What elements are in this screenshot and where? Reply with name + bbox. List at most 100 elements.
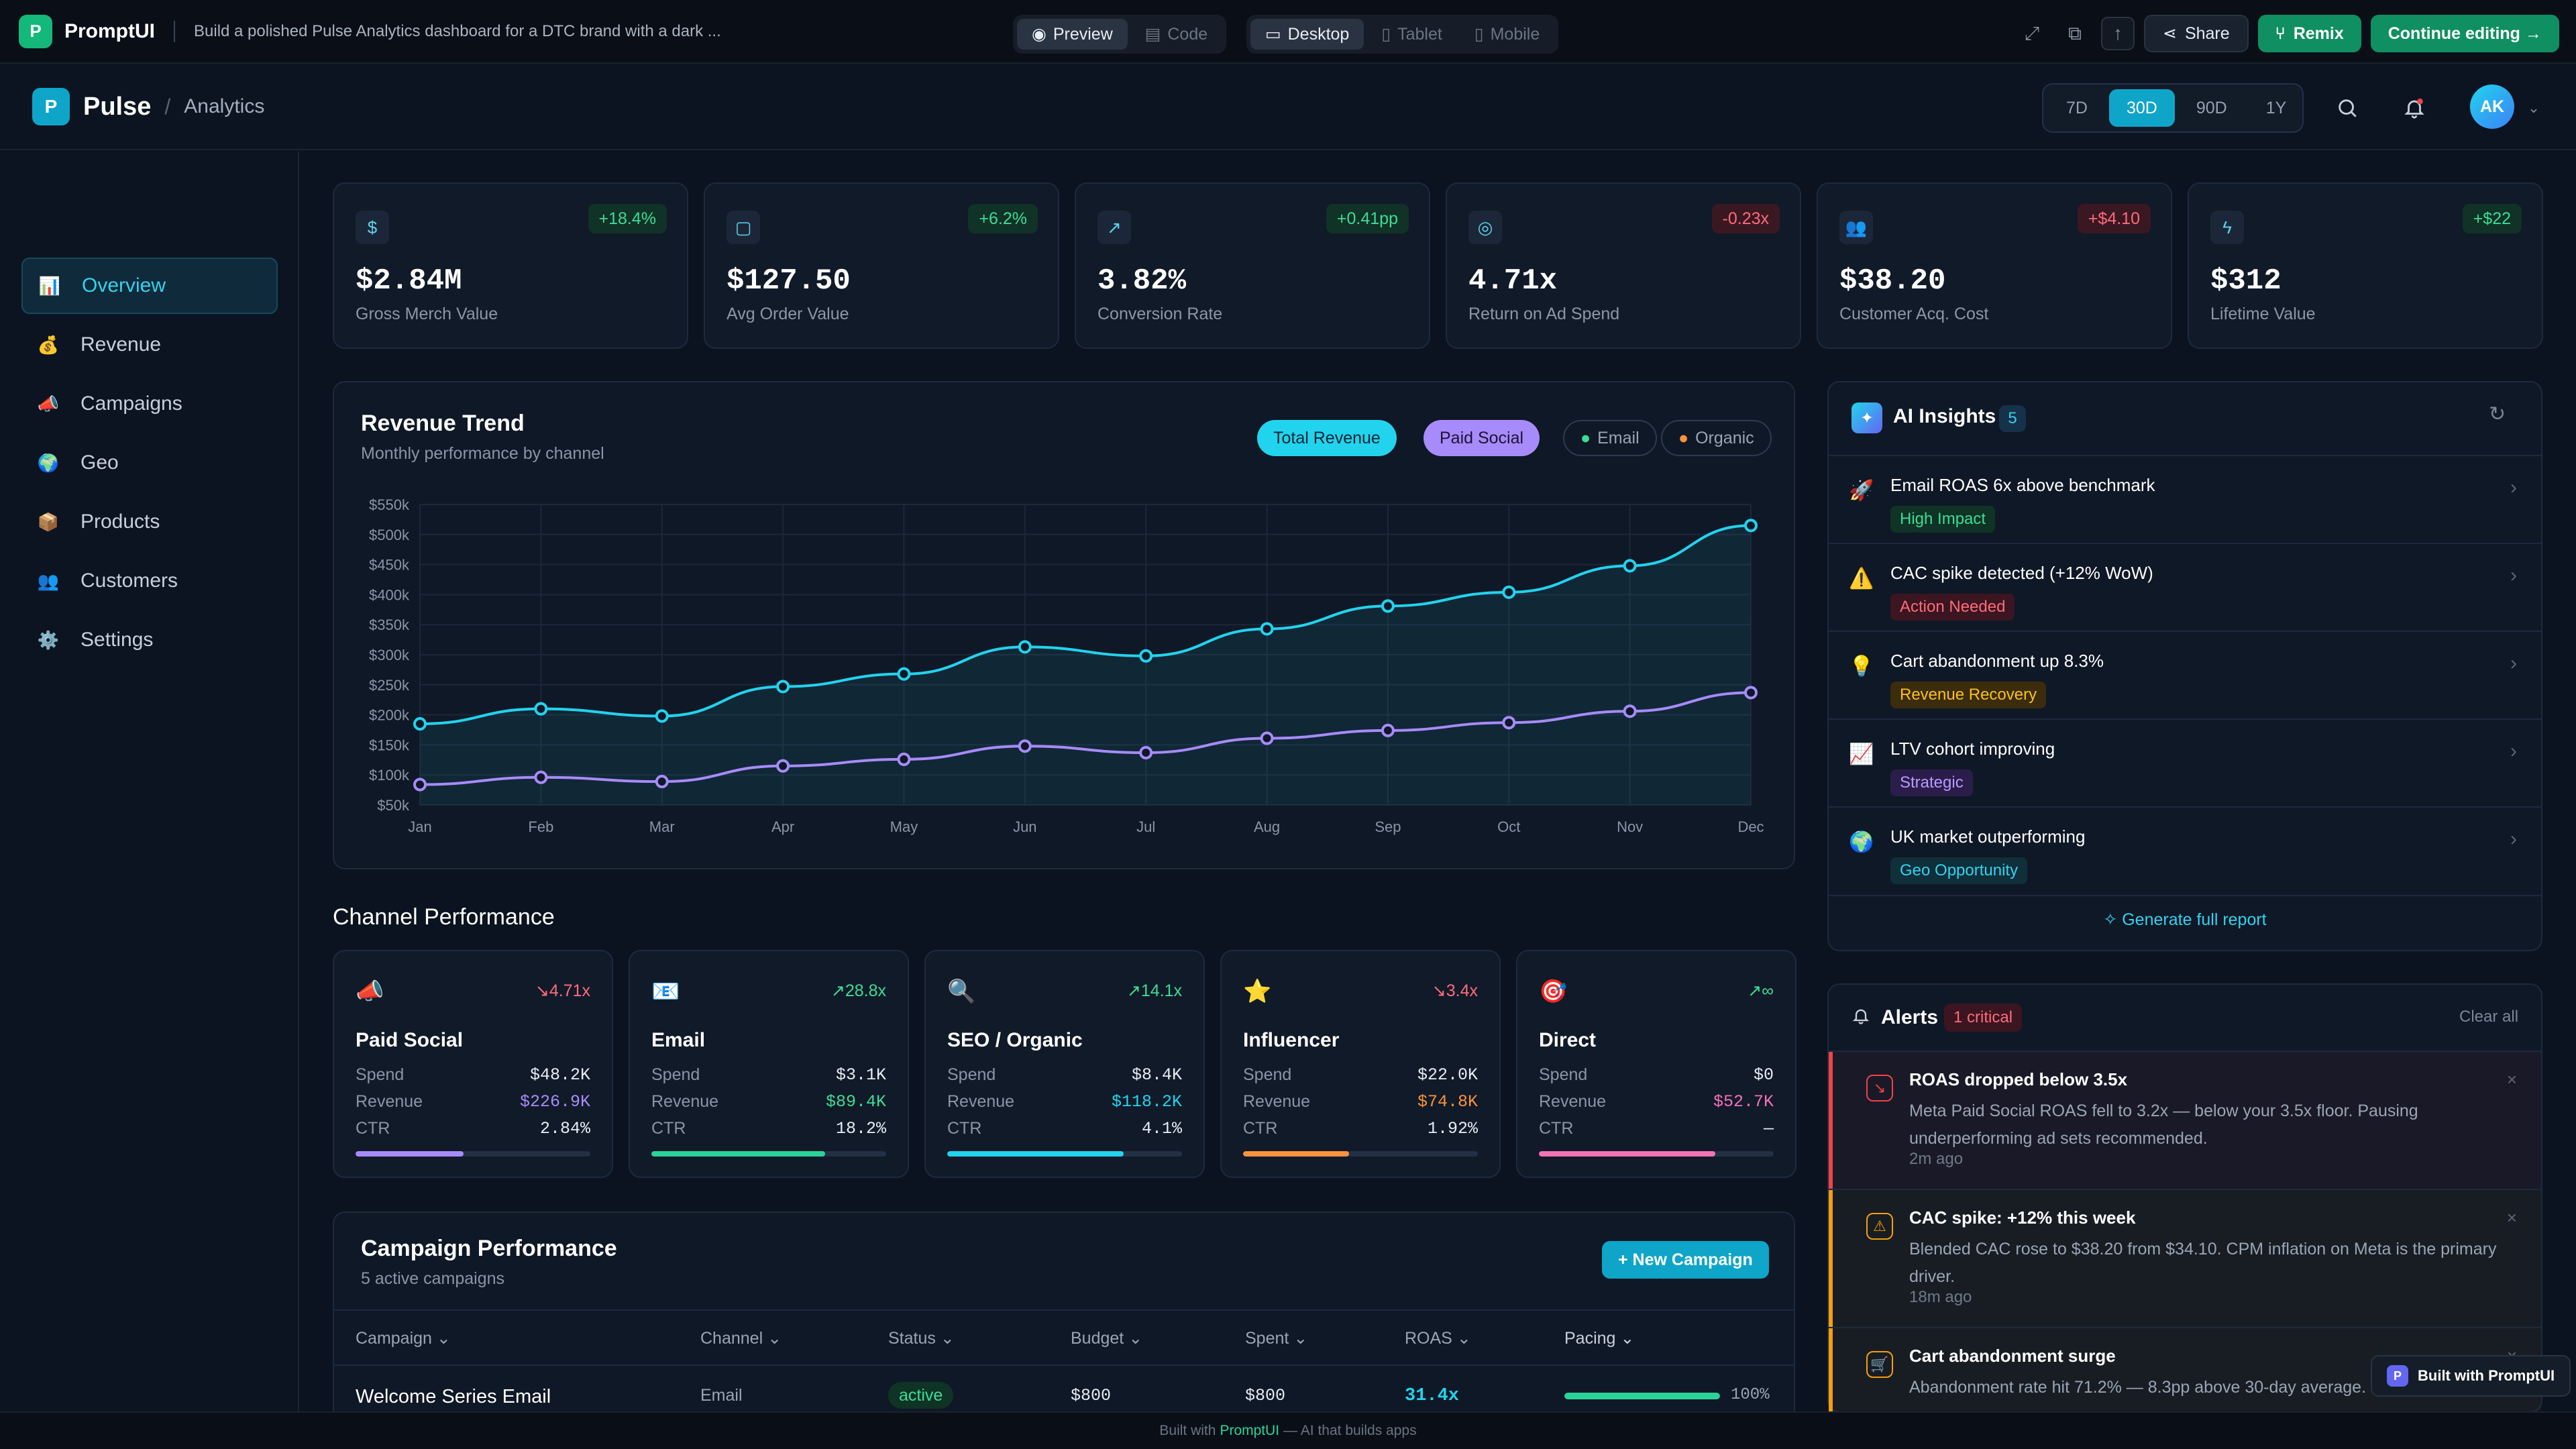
- data-point: [776, 680, 790, 694]
- kpi-card-cac[interactable]: 👥 +$4.10 $38.20 Customer Acq. Cost: [1817, 182, 2172, 349]
- continue-editing-button[interactable]: Continue editing →: [2370, 15, 2559, 52]
- y-tick-label: $400k: [369, 586, 410, 603]
- kpi-card-roas[interactable]: ◎ -0.23x 4.71x Return on Ad Spend: [1446, 182, 1801, 349]
- legend-email[interactable]: ● Email: [1563, 420, 1657, 456]
- col-header-spent[interactable]: Spent ⌄: [1245, 1329, 1308, 1348]
- preview-tab[interactable]: ◉ Preview: [1017, 19, 1128, 50]
- sidebar-item-products[interactable]: 📦 Products: [21, 494, 278, 550]
- legend-paid-social[interactable]: Paid Social: [1424, 420, 1540, 456]
- channel-card-direct[interactable]: 🎯 ↗∞ Direct Spend $0 Revenue $52.7K CTR —: [1516, 950, 1796, 1178]
- tablet-tab-label: Tablet: [1397, 24, 1442, 44]
- spend-row: Spend $8.4K: [947, 1065, 1182, 1085]
- col-header-roas[interactable]: ROAS ⌄: [1405, 1329, 1471, 1348]
- col-header-status[interactable]: Status ⌄: [888, 1329, 955, 1348]
- close-icon[interactable]: ×: [2506, 1208, 2517, 1228]
- refresh-icon[interactable]: ↻: [2489, 403, 2506, 425]
- new-campaign-button[interactable]: + New Campaign: [1602, 1241, 1769, 1279]
- share-button[interactable]: ⋖ Share: [2144, 15, 2249, 52]
- sidebar-item-label: Settings: [80, 629, 154, 651]
- sidebar-item-overview[interactable]: 📊 Overview: [21, 258, 278, 314]
- bar-chart-icon: 📊: [38, 275, 61, 296]
- mobile-tab[interactable]: ▯ Mobile: [1460, 19, 1554, 50]
- spend-row: Spend $48.2K: [356, 1065, 590, 1085]
- footer: Built with PromptUI — AI that builds app…: [0, 1411, 2576, 1449]
- range-7d[interactable]: 7D: [2066, 98, 2088, 117]
- insight-item[interactable]: 🌍 UK market outperforming Geo Opportunit…: [1829, 806, 2541, 894]
- open-external-icon[interactable]: ⧉: [2068, 22, 2082, 44]
- campaign-panel: [333, 1212, 1795, 1440]
- sidebar-item-campaigns[interactable]: 📣 Campaigns: [21, 376, 278, 432]
- alert-time: 2m ago: [1909, 1150, 1964, 1168]
- kpi-card-aov[interactable]: ▢ +6.2% $127.50 Avg Order Value: [704, 182, 1059, 349]
- alert-stripe: [1829, 1328, 1833, 1411]
- data-point: [1260, 622, 1274, 636]
- x-tick-label: Jul: [1136, 818, 1155, 835]
- channel-roas: ↘4.71x: [535, 981, 590, 1000]
- channel-progress-bar: [1539, 1151, 1774, 1157]
- channel-roas: ↗∞: [1748, 981, 1774, 1000]
- close-icon[interactable]: ×: [2506, 1069, 2517, 1089]
- expand-icon[interactable]: ⤢: [2024, 22, 2040, 44]
- sidebar-item-geo[interactable]: 🌍 Geo: [21, 435, 278, 491]
- alert-item[interactable]: ⚠ CAC spike: +12% this week Blended CAC …: [1829, 1189, 2541, 1327]
- remix-button[interactable]: ⑂ Remix: [2257, 15, 2361, 52]
- alert-body: Abandonment rate hit 71.2% — 8.3pp above…: [1909, 1378, 2453, 1397]
- insight-item[interactable]: 💡 Cart abandonment up 8.3% Revenue Recov…: [1829, 631, 2541, 718]
- avatar[interactable]: AK: [2470, 85, 2514, 129]
- eye-icon: ◉: [1032, 25, 1046, 44]
- col-header-campaign[interactable]: Campaign ⌄: [356, 1329, 451, 1348]
- y-tick-label: $150k: [369, 737, 410, 753]
- footer-suffix: — AI that builds apps: [1283, 1423, 1417, 1438]
- search-icon[interactable]: [2330, 91, 2364, 125]
- channel-card-email[interactable]: 📧 ↗28.8x Email Spend $3.1K Revenue $89.4K …: [629, 950, 909, 1178]
- insight-item[interactable]: ⚠️ CAC spike detected (+12% WoW) Action …: [1829, 543, 2541, 630]
- clear-all-button[interactable]: Clear all: [2459, 1008, 2519, 1026]
- col-header-budget[interactable]: Budget ⌄: [1071, 1329, 1143, 1348]
- channel-card-influencer[interactable]: ⭐ ↘3.4x Influencer Spend $22.0K Revenue $7…: [1220, 950, 1501, 1178]
- y-tick-label: $300k: [369, 647, 410, 663]
- divider: [174, 20, 175, 42]
- legend-total-revenue[interactable]: Total Revenue: [1257, 420, 1397, 456]
- prompt-text[interactable]: Build a polished Pulse Analytics dashboa…: [194, 21, 721, 40]
- tablet-tab[interactable]: ▯ Tablet: [1366, 19, 1456, 50]
- col-header-channel[interactable]: Channel ⌄: [700, 1329, 782, 1348]
- channel-name: Direct: [1539, 1029, 1597, 1051]
- legend-organic[interactable]: ● Organic: [1661, 420, 1772, 456]
- sort-icon: ⌄: [1293, 1329, 1308, 1348]
- insight-item[interactable]: 📈 LTV cohort improving Strategic ›: [1829, 718, 2541, 806]
- insight-item[interactable]: 🚀 Email ROAS 6x above benchmark High Imp…: [1829, 455, 2541, 542]
- kpi-delta-badge: -0.23x: [1711, 204, 1780, 233]
- code-tab[interactable]: ▤ Code: [1130, 19, 1222, 50]
- alert-item[interactable]: ↘ ROAS dropped below 3.5x Meta Paid Soci…: [1829, 1051, 2541, 1189]
- desktop-tab[interactable]: ▭ Desktop: [1250, 19, 1364, 50]
- pulse-logo[interactable]: P: [32, 88, 70, 125]
- range-1y[interactable]: 1Y: [2265, 98, 2287, 117]
- desktop-tab-label: Desktop: [1287, 24, 1350, 44]
- globe-icon: 🌍: [1849, 831, 1874, 853]
- bell-icon[interactable]: [2398, 91, 2431, 125]
- kpi-card-gmv[interactable]: $ +18.4% $2.84M Gross Merch Value: [333, 182, 688, 349]
- kpi-card-ltv[interactable]: ϟ +$22 $312 Lifetime Value: [2188, 182, 2543, 349]
- channel-card-paid-social[interactable]: 📣 ↘4.71x Paid Social Spend $48.2K Revenue…: [333, 950, 613, 1178]
- footer-brand-link[interactable]: PromptUI: [1220, 1423, 1280, 1438]
- sidebar-item-revenue[interactable]: 💰 Revenue: [21, 317, 278, 373]
- upload-icon[interactable]: ↑: [2101, 17, 2135, 50]
- kpi-card-conversion[interactable]: ↗ +0.41pp 3.82% Conversion Rate: [1075, 182, 1430, 349]
- channel-card-seo-organic[interactable]: 🔍 ↗14.1x SEO / Organic Spend $8.4K Revenu…: [924, 950, 1205, 1178]
- sidebar-item-settings[interactable]: ⚙️ Settings: [21, 612, 278, 668]
- chevron-down-icon[interactable]: ⌄: [2527, 99, 2540, 116]
- col-header-pacing[interactable]: Pacing ⌄: [1564, 1329, 1635, 1348]
- sort-icon: ⌄: [1456, 1329, 1471, 1348]
- shopping-bag-icon: ▢: [727, 211, 760, 244]
- range-30d[interactable]: 30D: [2108, 89, 2175, 127]
- y-tick-label: $450k: [369, 557, 410, 574]
- revenue-row: Revenue $226.9K: [356, 1092, 590, 1112]
- insight-title: UK market outperforming: [1890, 826, 2086, 847]
- sidebar-item-customers[interactable]: 👥 Customers: [21, 553, 278, 609]
- x-tick-label: Nov: [1617, 818, 1643, 835]
- data-point: [897, 752, 911, 766]
- range-90d[interactable]: 90D: [2196, 98, 2227, 117]
- topbar-actions: ⤢ ⧉ ↑ ⋖ Share ⑂ Remix Continue editing →: [2015, 15, 2559, 52]
- generate-report-link[interactable]: ✧ Generate full report: [2103, 910, 2267, 929]
- built-with-badge[interactable]: P Built with PromptUI: [2371, 1355, 2571, 1397]
